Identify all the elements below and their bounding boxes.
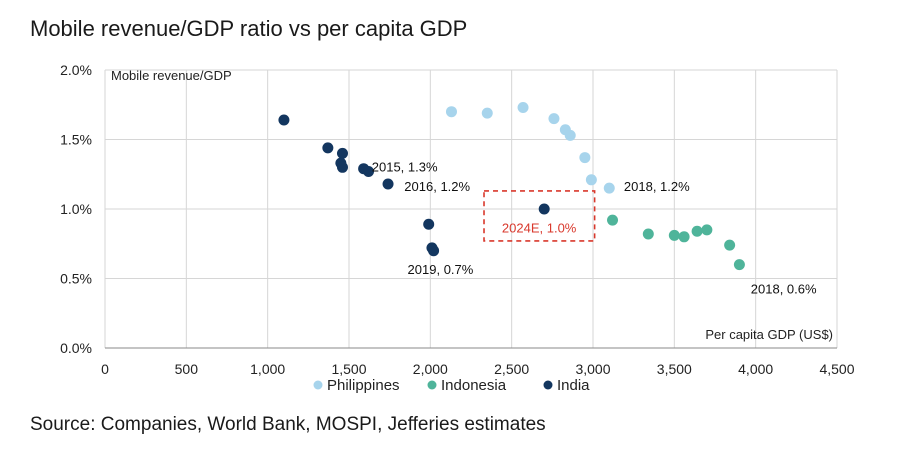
x-tick-label: 1,500 [331, 361, 366, 377]
annotation-label: 2018, 0.6% [751, 282, 817, 297]
point-indonesia [668, 229, 680, 241]
point-philippines [603, 182, 615, 194]
gridlines [104, 69, 838, 349]
x-axis-title: Per capita GDP (US$) [705, 327, 833, 342]
legend-marker-indonesia [427, 380, 437, 390]
point-philippines [585, 174, 597, 186]
y-tick-label: 2.0% [60, 62, 92, 78]
x-tick-labels: 0 500 1,000 1,500 2,000 2,500 3,000 3,500 4,000 4… [101, 361, 855, 377]
chart-title: Mobile revenue/GDP ratio vs per capita G… [30, 16, 468, 41]
legend-label: India [557, 377, 590, 394]
point-india [382, 178, 394, 190]
point-india [428, 245, 440, 257]
x-tick-label: 4,000 [738, 361, 773, 377]
point-indonesia [733, 259, 745, 271]
annotation-label: 2018, 1.2% [624, 179, 690, 194]
legend-marker-philippines [313, 380, 323, 390]
point-indonesia [678, 231, 690, 243]
legend-label: Philippines [327, 377, 400, 394]
x-tick-label: 500 [175, 361, 199, 377]
x-tick-label: 1,000 [250, 361, 285, 377]
y-axis-title: Mobile revenue/GDP [111, 68, 232, 83]
point-india [538, 203, 550, 215]
point-philippines [517, 102, 529, 114]
point-india [336, 147, 348, 159]
point-philippines [548, 113, 560, 125]
annotation-label: 2015, 1.3% [372, 159, 438, 174]
x-tick-label: 3,500 [657, 361, 692, 377]
x-tick-label: 0 [101, 361, 109, 377]
point-philippines [564, 129, 576, 141]
annotation-label: 2024E, 1.0% [502, 220, 577, 235]
point-india [363, 165, 375, 177]
y-tick-labels: 0.0% 0.5% 1.0% 1.5% 2.0% [60, 62, 92, 356]
point-indonesia [701, 224, 713, 236]
annotation-label: 2016, 1.2% [404, 179, 470, 194]
point-india [322, 142, 334, 154]
x-tick-label: 2,500 [494, 361, 529, 377]
y-tick-label: 1.5% [60, 132, 92, 148]
data-points [278, 102, 745, 271]
x-tick-label: 3,000 [575, 361, 610, 377]
point-philippines [445, 106, 457, 118]
legend-marker-india [543, 380, 553, 390]
legend-label: Indonesia [441, 377, 507, 394]
point-indonesia [691, 225, 703, 237]
point-philippines [481, 107, 493, 119]
y-tick-label: 0.5% [60, 271, 92, 287]
y-tick-label: 1.0% [60, 201, 92, 217]
point-india [336, 161, 348, 173]
legend: Philippines Indonesia India [313, 377, 590, 394]
source-note: Source: Companies, World Bank, MOSPI, Je… [30, 414, 546, 435]
y-tick-label: 0.0% [60, 340, 92, 356]
point-india [423, 218, 435, 230]
point-indonesia [607, 214, 619, 226]
point-philippines [579, 152, 591, 164]
x-tick-label: 4,500 [819, 361, 854, 377]
point-india [278, 114, 290, 126]
point-indonesia [642, 228, 654, 240]
highlight-box [483, 190, 596, 242]
data-annotations: 2015, 1.3% 2016, 1.2% 2019, 0.7% 2018, 1.2%… [372, 159, 817, 296]
annotation-label: 2019, 0.7% [408, 262, 474, 277]
x-tick-label: 2,000 [413, 361, 448, 377]
point-indonesia [724, 239, 736, 251]
